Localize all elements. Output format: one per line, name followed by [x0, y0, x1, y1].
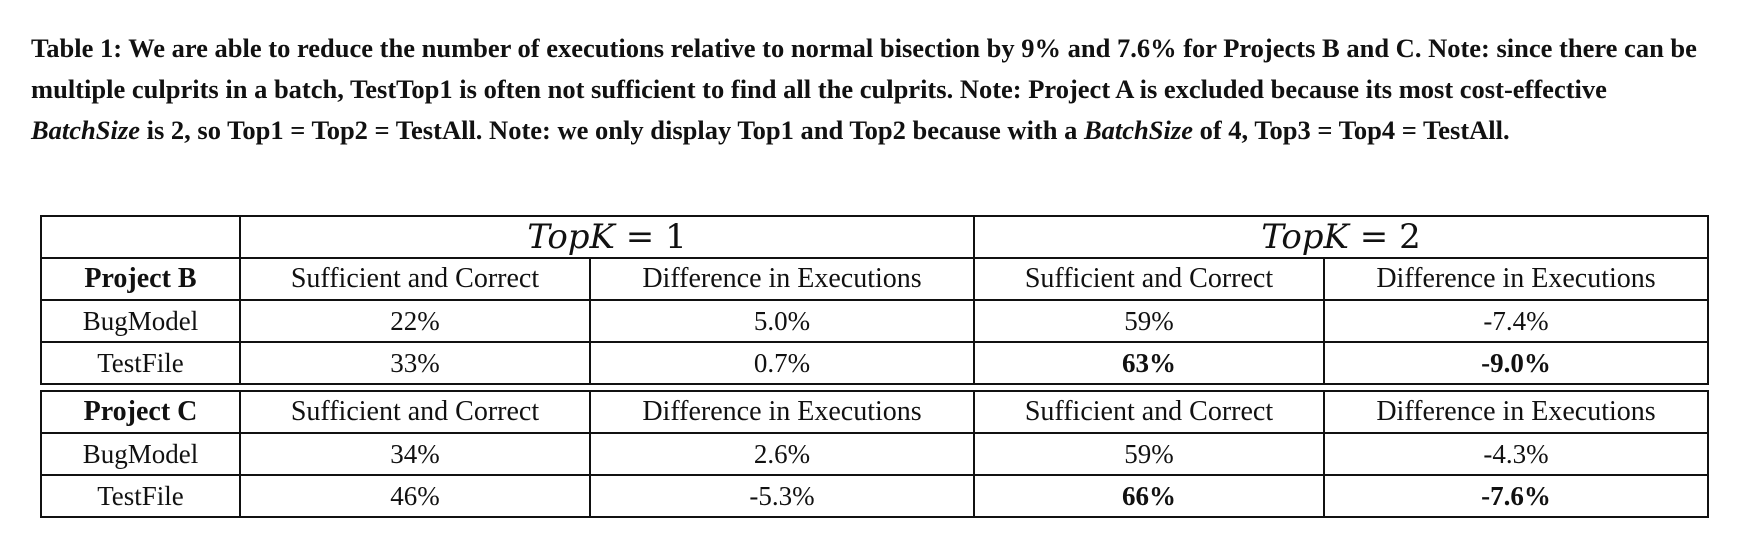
model-name: TestFile — [40, 341, 241, 385]
project-b-column-header-row: Project B Sufficient and Correct Differe… — [40, 257, 1709, 301]
col-header-sufficient-topk1: Sufficient and Correct — [239, 390, 591, 434]
col-header-difference-topk2: Difference in Executions — [1323, 390, 1709, 434]
table-row: TestFile 46% -5.3% 66% -7.6% — [40, 474, 1709, 518]
cell-value: 46% — [239, 474, 591, 518]
topk-1-header: TopK = 1 — [239, 215, 975, 259]
cell-value: -7.4% — [1323, 299, 1709, 343]
results-table-project-c: Project C Sufficient and Correct Differe… — [40, 390, 1709, 518]
col-header-sufficient-topk1: Sufficient and Correct — [239, 257, 591, 301]
col-header-sufficient-topk2: Sufficient and Correct — [973, 257, 1325, 301]
model-name: BugModel — [40, 432, 241, 476]
cell-value-best: -7.6% — [1323, 474, 1709, 518]
caption-text-2: is 2, so Top1 = Top2 = TestAll. Note: we… — [139, 115, 1084, 145]
cell-value: 59% — [973, 299, 1325, 343]
table-caption: Table 1: We are able to reduce the numbe… — [31, 28, 1721, 151]
cell-value: -4.3% — [1323, 432, 1709, 476]
caption-text-3: of 4, Top3 = Top4 = TestAll. — [1192, 115, 1510, 145]
cell-value-best: 63% — [973, 341, 1325, 385]
cell-value: 22% — [239, 299, 591, 343]
project-c-label: Project C — [40, 390, 241, 434]
topk-header-row: TopK = 1 TopK = 2 — [40, 215, 1709, 259]
project-b-label: Project B — [40, 257, 241, 301]
cell-value: 33% — [239, 341, 591, 385]
cell-value: 0.7% — [589, 341, 975, 385]
model-name: TestFile — [40, 474, 241, 518]
model-name: BugModel — [40, 299, 241, 343]
cell-value-best: -9.0% — [1323, 341, 1709, 385]
col-header-difference-topk1: Difference in Executions — [589, 390, 975, 434]
caption-emphasis-batchsize-1: BatchSize — [31, 115, 140, 145]
caption-emphasis-batchsize-2: BatchSize — [1084, 115, 1193, 145]
table-row: BugModel 34% 2.6% 59% -4.3% — [40, 432, 1709, 476]
cell-value: 59% — [973, 432, 1325, 476]
cell-value: -5.3% — [589, 474, 975, 518]
caption-text-1: Table 1: We are able to reduce the numbe… — [31, 33, 1697, 104]
col-header-difference-topk1: Difference in Executions — [589, 257, 975, 301]
cell-value: 5.0% — [589, 299, 975, 343]
header-empty-cell — [40, 215, 241, 259]
cell-value-best: 66% — [973, 474, 1325, 518]
table-row: TestFile 33% 0.7% 63% -9.0% — [40, 341, 1709, 385]
col-header-difference-topk2: Difference in Executions — [1323, 257, 1709, 301]
table-row: BugModel 22% 5.0% 59% -7.4% — [40, 299, 1709, 343]
topk-2-header: TopK = 2 — [973, 215, 1709, 259]
cell-value: 34% — [239, 432, 591, 476]
cell-value: 2.6% — [589, 432, 975, 476]
project-c-column-header-row: Project C Sufficient and Correct Differe… — [40, 390, 1709, 434]
col-header-sufficient-topk2: Sufficient and Correct — [973, 390, 1325, 434]
results-table-project-b: TopK = 1 TopK = 2 Project B Sufficient a… — [40, 215, 1709, 385]
